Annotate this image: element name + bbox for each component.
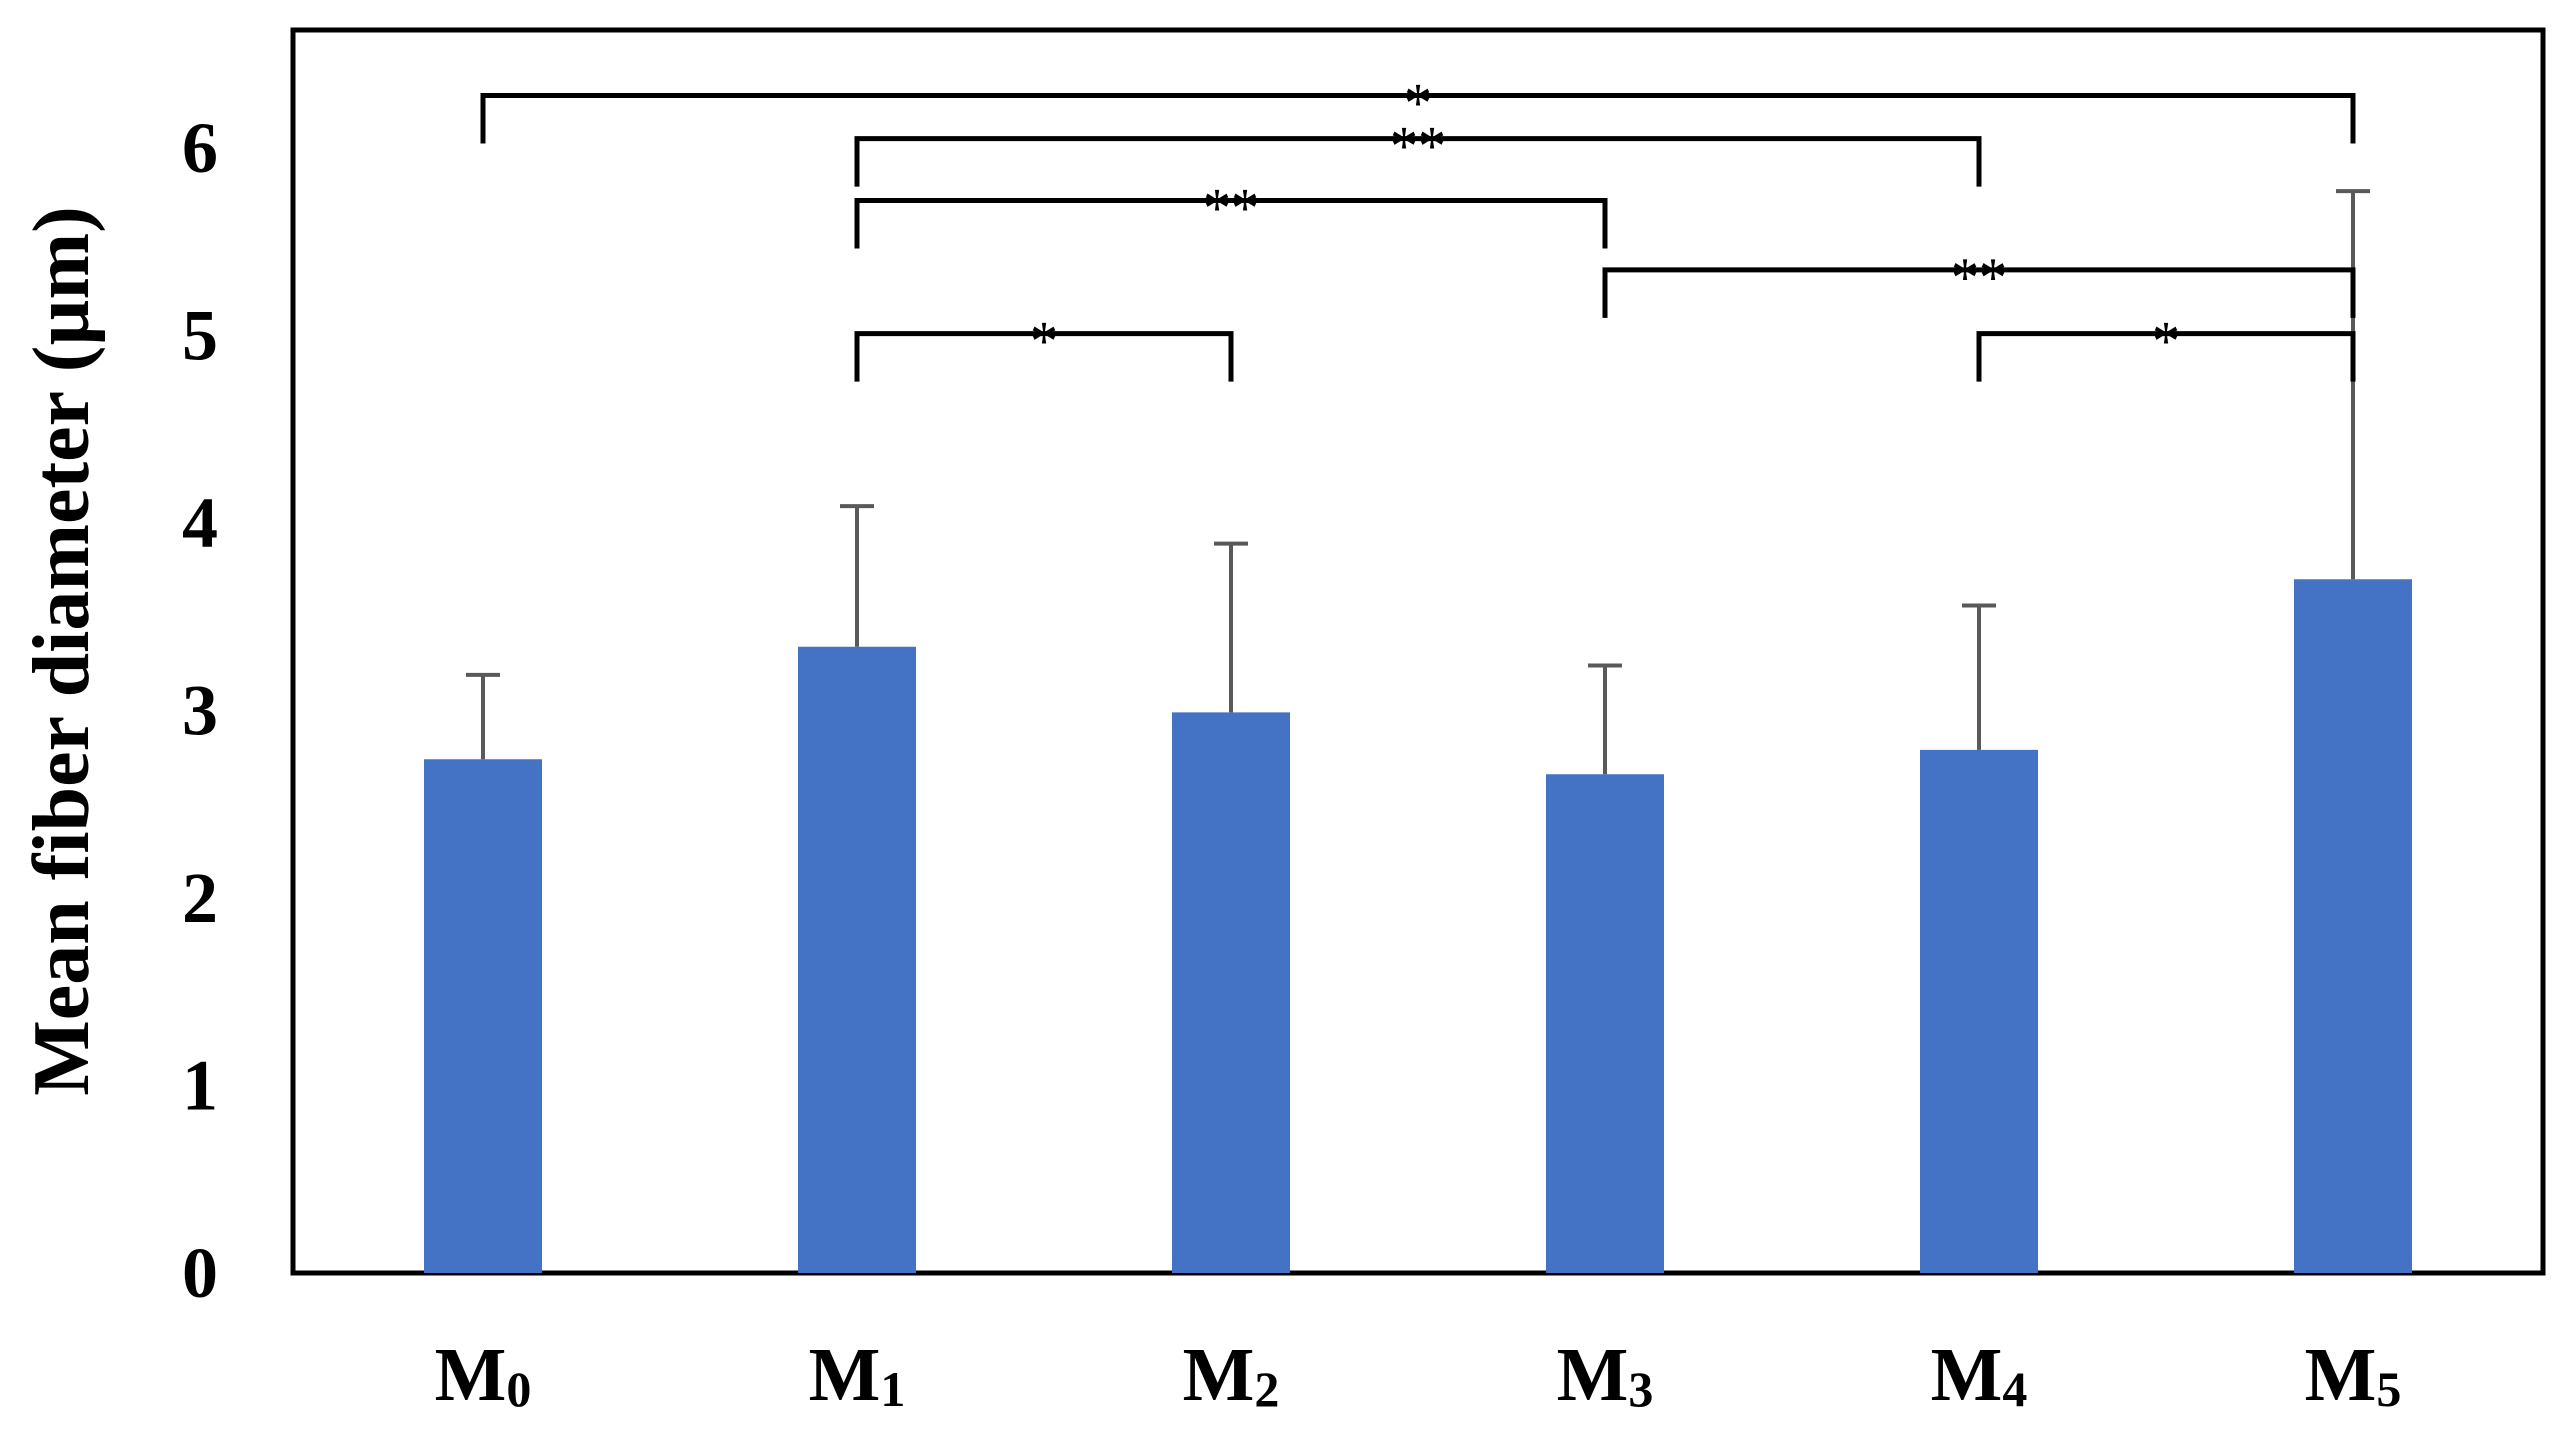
significance-label-1: ** bbox=[1390, 116, 1446, 178]
significance-label-2: ** bbox=[1203, 178, 1259, 240]
x-category-label-3: M3 bbox=[1557, 1333, 1654, 1417]
y-tick-label-2: 2 bbox=[182, 858, 218, 938]
significance-label-0: * bbox=[1404, 73, 1432, 135]
significance-bracket-2 bbox=[854, 198, 1608, 249]
significance-label-5: * bbox=[2152, 311, 2180, 373]
bar-5 bbox=[2294, 579, 2412, 1273]
significance-bracket-0 bbox=[480, 93, 2356, 144]
bar-4 bbox=[1920, 749, 2038, 1273]
x-category-label-2: M2 bbox=[1183, 1333, 1280, 1417]
y-tick-label-1: 1 bbox=[182, 1046, 218, 1126]
plot-frame bbox=[290, 27, 2546, 1276]
y-axis-title: Mean fiber diameter (µm) bbox=[18, 206, 106, 1096]
y-tick-label-4: 4 bbox=[182, 483, 218, 563]
x-category-label-1: M1 bbox=[809, 1333, 906, 1417]
significance-bracket-5 bbox=[1976, 331, 2356, 382]
significance-bracket-3 bbox=[1602, 267, 2356, 318]
y-tick-label-3: 3 bbox=[182, 671, 218, 751]
y-tick-label-5: 5 bbox=[182, 296, 218, 376]
y-tick-label-6: 6 bbox=[182, 108, 218, 188]
bar-0 bbox=[424, 759, 542, 1273]
error-bars-group bbox=[466, 189, 2370, 775]
significance-label-4: * bbox=[1030, 311, 1058, 373]
bar-1 bbox=[798, 646, 916, 1273]
y-tick-label-0: 0 bbox=[182, 1233, 218, 1313]
significance-label-3: ** bbox=[1951, 247, 2007, 309]
bar-3 bbox=[1546, 774, 1664, 1273]
x-category-label-5: M5 bbox=[2305, 1333, 2402, 1417]
x-category-label-0: M0 bbox=[435, 1333, 532, 1417]
y-axis-ticks: 0 1 2 3 4 5 6 bbox=[182, 108, 218, 1313]
significance-bracket-4 bbox=[854, 331, 1234, 382]
x-axis-categories: M0 M1 M2 M3 M4 M5 bbox=[435, 1333, 2402, 1417]
significance-group: ******** * bbox=[480, 73, 2356, 382]
bars-group bbox=[424, 579, 2412, 1273]
bar-2 bbox=[1172, 712, 1290, 1273]
significance-bracket-1 bbox=[854, 136, 1982, 187]
x-category-label-4: M4 bbox=[1931, 1333, 2028, 1417]
